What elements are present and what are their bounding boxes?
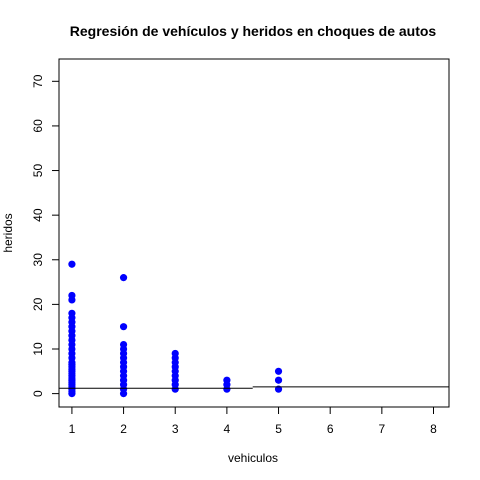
x-tick-label: 8 [430,422,437,436]
regression-line [59,386,449,389]
data-point [171,349,179,358]
data-point [119,340,128,349]
data-point [68,291,76,300]
data-point [274,376,283,384]
plot-frame [58,58,450,408]
x-axis: 1 2 3 4 5 6 7 8 [69,406,437,436]
x-tick-label: 2 [120,422,127,436]
y-tick-label: 40 [31,208,45,222]
y-axis-label: heridos [1,213,15,252]
y-tick-label: 50 [31,164,45,178]
data-point [68,361,76,369]
x-tick-label: 7 [379,422,386,436]
data-point [68,260,76,268]
data-point [119,274,128,282]
y-tick-label: 10 [31,342,45,356]
y-tick-label: 70 [31,74,45,88]
data-point [68,309,76,317]
x-axis-label: vehiculos [228,451,278,465]
y-tick-label: 30 [31,253,45,267]
y-tick-label: 60 [31,119,45,133]
data-points [68,260,283,398]
y-axis: 0 10 20 30 40 50 60 70 [31,74,60,397]
x-tick-label: 3 [172,422,179,436]
x-tick-label: 5 [275,422,282,436]
x-tick-label: 1 [69,422,76,436]
data-point [223,376,231,384]
y-tick-label: 20 [31,297,45,311]
data-point [119,323,128,331]
x-tick-label: 6 [327,422,334,436]
x-tick-label: 4 [224,422,231,436]
data-point [274,367,283,375]
y-tick-label: 0 [31,390,45,397]
chart-title: Regresión de vehículos y heridos en choq… [70,23,437,39]
